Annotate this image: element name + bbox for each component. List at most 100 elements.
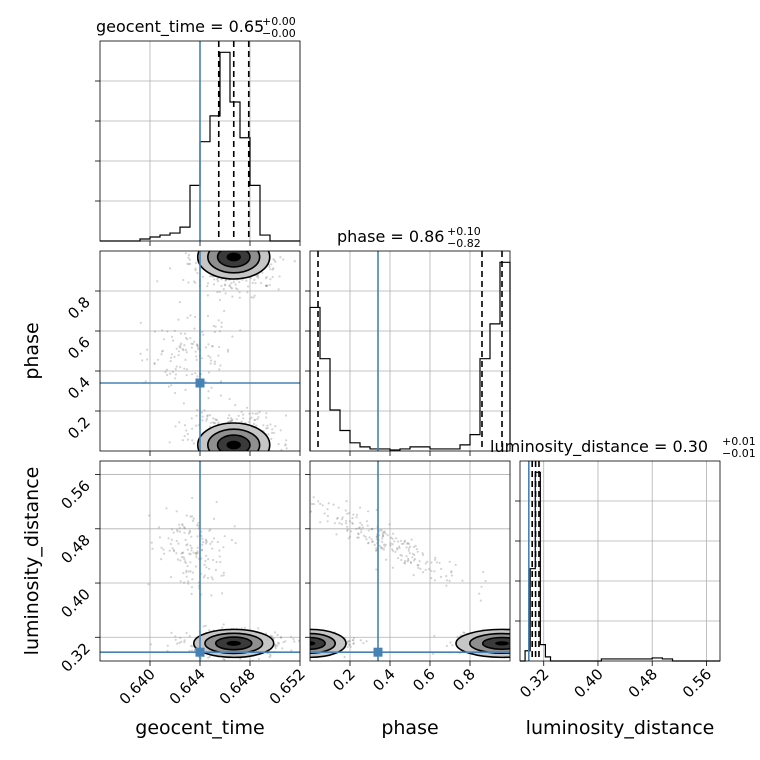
sample-point	[346, 512, 349, 515]
sample-point	[170, 452, 172, 454]
sample-point	[197, 348, 200, 351]
sample-point	[174, 368, 177, 371]
sample-point	[200, 357, 204, 360]
title-luminosity-distance: luminosity_distance = 0.30 +0.01 −0.01	[490, 435, 756, 460]
sample-point	[180, 640, 183, 644]
sample-point	[170, 528, 173, 531]
sample-point	[433, 570, 436, 573]
sample-point	[361, 526, 364, 529]
sample-point	[224, 279, 227, 282]
sample-point	[274, 644, 277, 647]
sample-point	[258, 456, 260, 458]
sample-point	[196, 550, 199, 553]
sample-point	[220, 592, 224, 595]
sample-point	[208, 529, 211, 532]
sample-point	[166, 330, 169, 333]
sample-point	[236, 243, 238, 245]
sample-point	[352, 642, 355, 645]
sample-point	[302, 643, 304, 645]
sample-point	[194, 565, 197, 568]
sample-point	[231, 453, 233, 455]
sample-point	[268, 452, 270, 454]
sample-point	[302, 639, 304, 641]
sample-point	[231, 335, 234, 338]
sample-point	[319, 502, 322, 505]
sample-point	[191, 645, 194, 648]
sample-point	[544, 632, 546, 634]
sample-point	[170, 538, 173, 541]
sample-point	[167, 385, 170, 388]
sample-point	[204, 624, 207, 627]
sample-point	[214, 247, 216, 249]
sample-point	[430, 577, 433, 580]
sample-point	[268, 283, 271, 287]
sample-point	[185, 351, 188, 354]
sample-point	[215, 419, 218, 422]
sample-point	[169, 267, 172, 270]
sample-point	[171, 547, 174, 550]
sample-point	[205, 539, 208, 542]
sample-point	[213, 422, 216, 425]
sample-point	[172, 531, 175, 534]
sample-point	[380, 529, 383, 532]
sample-point	[310, 510, 313, 513]
contours	[196, 251, 271, 451]
sample-point	[160, 353, 163, 356]
sample-point	[170, 353, 173, 356]
sample-point	[182, 551, 185, 554]
sample-scatter	[310, 496, 487, 602]
sample-point	[276, 641, 279, 645]
sample-point	[304, 650, 306, 652]
sample-point	[210, 275, 213, 278]
sample-point	[200, 549, 204, 552]
sample-point	[183, 367, 186, 370]
sample-point	[150, 541, 153, 544]
scatter-panel-luminosity-distance-vs-geocent-time	[95, 460, 301, 666]
sample-point	[305, 644, 307, 646]
sample-point	[287, 642, 289, 644]
sample-point	[416, 564, 419, 567]
sample-point	[222, 623, 225, 626]
sample-point	[185, 571, 188, 574]
sample-point	[285, 439, 288, 442]
sample-point	[187, 281, 190, 284]
sample-point	[209, 356, 212, 359]
sample-point	[293, 236, 295, 238]
sample-point	[196, 272, 199, 275]
sample-point	[410, 538, 413, 541]
sample-point	[392, 532, 395, 535]
sample-point	[371, 527, 374, 530]
sample-point	[175, 453, 177, 455]
sample-point	[183, 641, 186, 644]
y-tick-label-phase: 0.6	[64, 333, 94, 363]
sample-point	[271, 431, 274, 435]
sample-point	[396, 548, 399, 551]
sample-point	[511, 637, 513, 639]
sample-point	[190, 546, 193, 550]
sample-point	[213, 360, 216, 363]
sample-point	[182, 278, 185, 282]
sample-point	[274, 643, 277, 647]
sample-point	[223, 248, 225, 250]
sample-point	[183, 560, 187, 563]
sample-point	[178, 301, 181, 304]
sample-point	[379, 546, 383, 549]
sample-point	[515, 642, 517, 644]
sample-point	[416, 550, 419, 553]
sample-point	[511, 652, 513, 654]
sample-point	[524, 641, 526, 643]
title-phase-minus: −0.82	[447, 237, 481, 250]
sample-point	[181, 524, 184, 527]
sample-point	[212, 283, 216, 286]
sample-point	[190, 644, 193, 648]
sample-point	[524, 641, 526, 643]
sample-point	[195, 556, 198, 559]
sample-point	[226, 227, 228, 229]
sample-point	[270, 263, 273, 266]
sample-point	[335, 533, 338, 536]
sample-point	[176, 530, 179, 533]
sample-point	[407, 549, 410, 552]
x-tick-label-phase: 0.4	[369, 665, 399, 695]
sample-point	[213, 278, 216, 281]
